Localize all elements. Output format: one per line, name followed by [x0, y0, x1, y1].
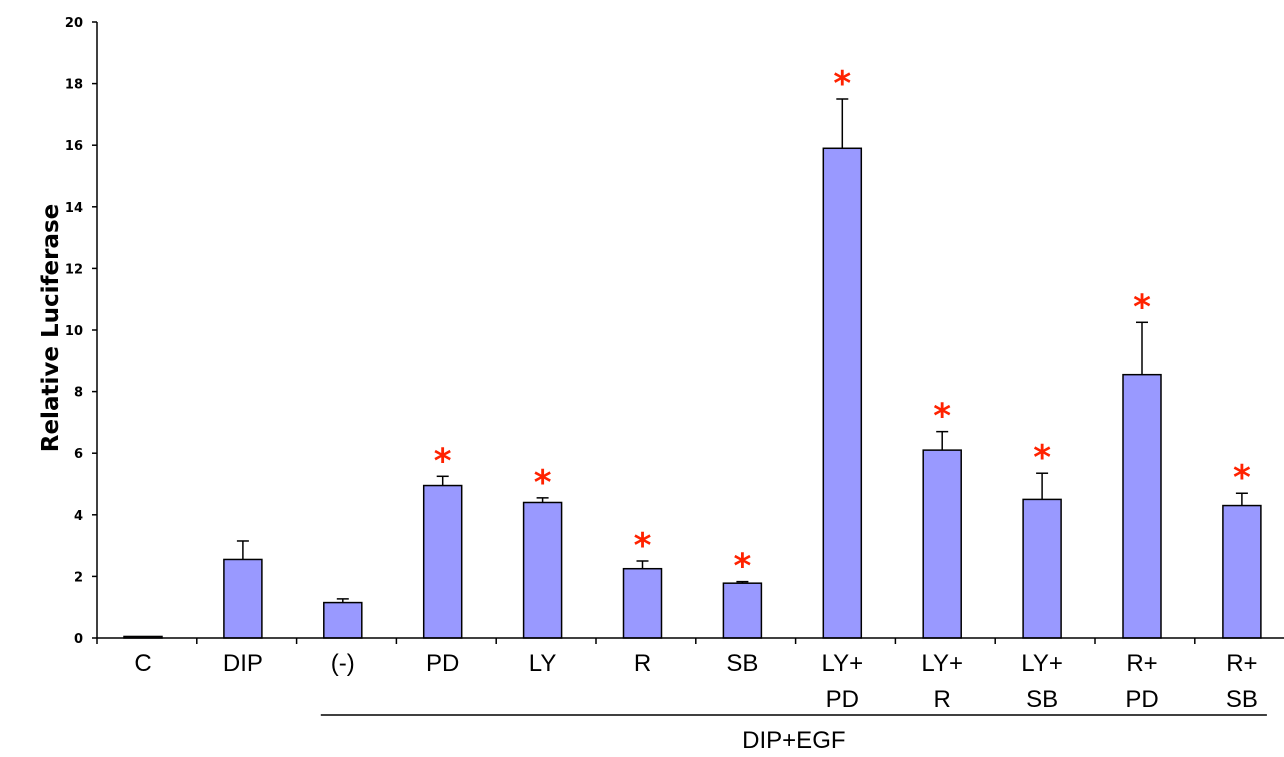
category-label: LY+ [822, 650, 864, 677]
significance-star: * [1233, 458, 1251, 498]
category-label: LY [529, 650, 557, 677]
bar [422, 484, 463, 639]
y-tick-label: 12 [65, 262, 83, 277]
significance-star: * [1033, 438, 1051, 478]
category-label: R [634, 650, 651, 677]
bar [323, 601, 363, 639]
category-label: (-) [331, 650, 355, 677]
group-label: DIP+EGF [742, 727, 845, 754]
category-label: SB [1226, 686, 1258, 713]
y-tick-label: 14 [65, 201, 83, 216]
significance-star: * [734, 547, 752, 587]
bar [1022, 498, 1062, 639]
bar [1122, 373, 1162, 639]
y-tick-label: 0 [74, 632, 83, 647]
significance-star: * [933, 397, 951, 437]
y-tick-label: 2 [74, 570, 83, 585]
bar [223, 558, 263, 639]
bar [622, 567, 663, 639]
bar [522, 501, 563, 639]
category-label: C [134, 650, 151, 677]
bar [722, 582, 763, 639]
category-label: R [934, 686, 951, 713]
y-tick-label: 4 [74, 509, 83, 524]
bar [822, 147, 863, 639]
bar [1222, 504, 1262, 639]
axes [96, 22, 1284, 644]
category-label: PD [1125, 686, 1158, 713]
y-tick-label: 20 [65, 16, 83, 31]
category-label: PD [426, 650, 459, 677]
y-tick-label: 10 [65, 324, 83, 339]
y-tick-label: 16 [65, 139, 83, 154]
y-tick-label: 8 [74, 386, 83, 401]
bar [922, 449, 962, 639]
category-label: SB [1026, 686, 1058, 713]
category-label: DIP [223, 650, 263, 677]
category-label: R+ [1126, 650, 1157, 677]
category-labels: C DIP (-) PD LY R SB LY+ PD LY+ R LY+ SB R+ PD R+ SB [134, 650, 1258, 713]
category-label: LY+ [1021, 650, 1063, 677]
significance-star: * [534, 463, 552, 503]
category-label: PD [826, 686, 859, 713]
y-axis-title: Relative Luciferase [38, 204, 64, 453]
significance-markers: * * * * * * * * * [434, 64, 1251, 587]
y-tick-label: 6 [74, 447, 83, 462]
category-label: LY+ [921, 650, 963, 677]
error-bars [236, 98, 1248, 603]
category-label: SB [726, 650, 758, 677]
significance-star: * [1133, 287, 1151, 327]
significance-star: * [634, 526, 652, 566]
significance-star: * [833, 64, 851, 104]
category-label: R+ [1226, 650, 1257, 677]
y-tick-label: 18 [65, 78, 83, 93]
bars [123, 147, 1262, 639]
y-axis-ticks: 0 2 4 6 8 10 12 14 16 18 20 [65, 16, 97, 647]
significance-star: * [434, 441, 452, 481]
